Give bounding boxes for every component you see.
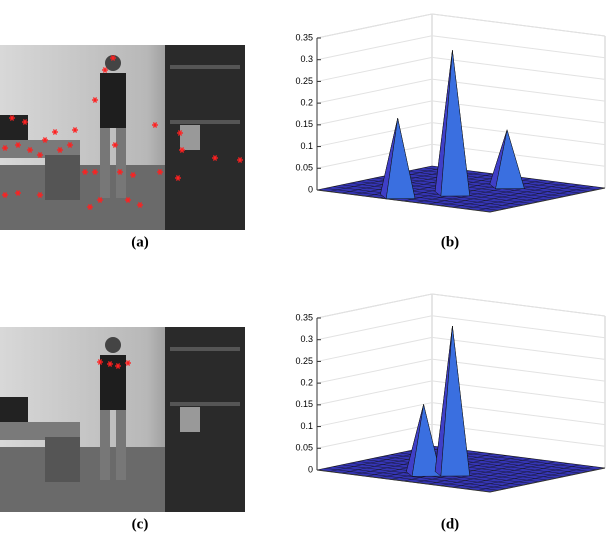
feature-point <box>117 169 123 175</box>
axis <box>316 469 491 493</box>
surface-grid <box>477 466 593 491</box>
feature-point <box>92 97 98 103</box>
z-tick-label: 0.35 <box>295 312 313 322</box>
z-tick-label: 0 <box>308 184 313 194</box>
panel-label: (b) <box>441 234 459 250</box>
grid-line <box>316 143 606 169</box>
feature-point <box>92 169 98 175</box>
panel-label: (a) <box>131 234 149 250</box>
photo <box>0 327 245 512</box>
grid-line <box>316 35 606 61</box>
feature-point <box>137 202 143 208</box>
feature-points <box>2 55 243 369</box>
z-tick-label: 0 <box>308 464 313 474</box>
z-tick-label: 0.35 <box>295 32 313 42</box>
surface-peak <box>440 50 470 197</box>
surface-grid <box>465 184 581 210</box>
surface-grid <box>407 450 581 474</box>
feature-point <box>237 157 243 163</box>
feature-point <box>37 192 43 198</box>
z-tick-label: 0.3 <box>300 54 313 64</box>
feature-point <box>175 175 181 181</box>
feature-point <box>107 361 113 367</box>
grid-line <box>316 100 606 126</box>
grid-line <box>316 423 606 449</box>
z-tick-label: 0.05 <box>295 163 313 173</box>
grid-line <box>316 293 606 319</box>
grid-line <box>316 78 606 104</box>
grid-line <box>316 122 606 148</box>
surface-grid <box>452 183 568 208</box>
feature-point <box>87 204 93 210</box>
feature-point <box>27 147 33 153</box>
surface-grid <box>390 174 564 197</box>
feature-point <box>37 152 43 158</box>
photo <box>0 45 245 230</box>
feature-point <box>125 197 131 203</box>
feature-point <box>22 119 28 125</box>
surface-grid <box>440 461 556 486</box>
z-tick-label: 0.15 <box>295 119 313 129</box>
feature-point <box>125 360 131 366</box>
feature-point <box>52 129 58 135</box>
surface-peak <box>440 326 470 477</box>
z-tick-label: 0.25 <box>295 356 313 366</box>
grid-line <box>316 336 606 362</box>
feature-point <box>82 169 88 175</box>
feature-point <box>97 197 103 203</box>
feature-point <box>2 145 8 151</box>
surface-grid <box>477 186 593 211</box>
feature-point <box>67 142 73 148</box>
feature-point <box>177 130 183 136</box>
feature-point <box>2 192 8 198</box>
feature-point <box>112 142 118 148</box>
surface-grid <box>440 181 556 206</box>
feature-point <box>157 169 163 175</box>
grid-line <box>316 402 606 428</box>
surface-grid <box>452 463 568 488</box>
surface-grid <box>382 176 556 199</box>
z-tick-label: 0.15 <box>295 399 313 409</box>
grid-line <box>316 380 606 406</box>
z-tick-label: 0.05 <box>295 443 313 453</box>
surface-grid <box>399 172 573 196</box>
feature-point <box>212 155 218 161</box>
grid-line <box>316 13 606 39</box>
feature-point <box>15 142 21 148</box>
grid-line <box>316 315 606 341</box>
z-tick-label: 0.2 <box>300 378 313 388</box>
feature-point <box>115 363 121 369</box>
feature-point <box>57 147 63 153</box>
surface-peak <box>495 129 525 190</box>
surface-grid <box>428 459 544 485</box>
feature-point <box>130 172 136 178</box>
surface-grid <box>428 179 544 205</box>
surface-peak <box>385 118 416 200</box>
axis <box>489 467 606 493</box>
feature-point <box>9 115 15 121</box>
feature-point <box>179 147 185 153</box>
feature-point <box>97 359 103 365</box>
axis <box>316 189 491 213</box>
grid-line <box>316 358 606 384</box>
feature-point <box>102 67 108 73</box>
z-tick-label: 0.25 <box>295 76 313 86</box>
feature-point <box>72 127 78 133</box>
feature-point <box>42 137 48 143</box>
feature-point <box>152 122 158 128</box>
panel-label: (c) <box>132 516 149 532</box>
axis <box>489 187 606 213</box>
z-tick-label: 0.1 <box>300 141 313 151</box>
grid-line <box>316 56 606 82</box>
z-tick-label: 0.1 <box>300 421 313 431</box>
surface-grid <box>465 464 581 490</box>
z-tick-label: 0.2 <box>300 98 313 108</box>
surface-grid <box>415 458 531 483</box>
feature-point <box>110 55 116 61</box>
feature-point <box>15 190 21 196</box>
surface-peak <box>411 404 442 477</box>
z-tick-label: 0.3 <box>300 334 313 344</box>
panel-label: (d) <box>441 516 459 532</box>
